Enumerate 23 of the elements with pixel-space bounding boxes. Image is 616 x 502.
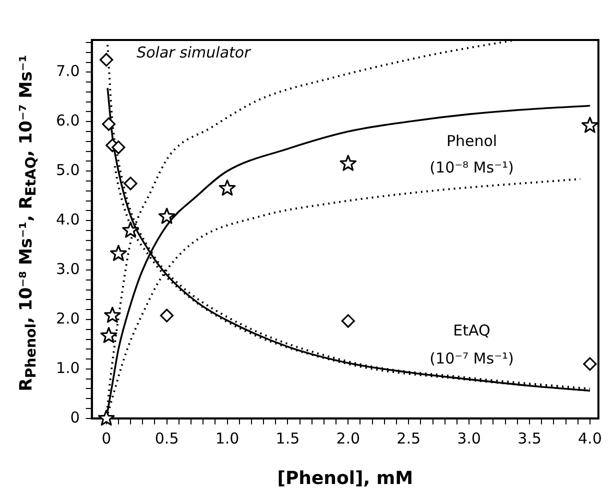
annotation: (10⁻⁷ Ms⁻¹) [430, 350, 514, 368]
annotation: Phenol [446, 132, 498, 150]
x-tick-label: 2.5 [396, 429, 421, 448]
x-tick-label: 0.5 [154, 429, 179, 448]
x-tick-label: 0 [102, 429, 112, 448]
y-tick-label: 0 [70, 408, 80, 426]
x-tick-label: 1.5 [276, 429, 300, 448]
x-tick-label: 3.0 [457, 429, 481, 448]
chart-title: Solar simulator [136, 43, 252, 62]
y-tick-label: 3.0 [56, 260, 80, 278]
annotation: EtAQ [453, 321, 490, 340]
y-tick-label: 1.0 [56, 358, 80, 377]
x-tick-label: 4.0 [578, 429, 602, 448]
y-tick-label: 5.0 [56, 160, 80, 179]
y-tick-label: 7.0 [56, 62, 80, 80]
x-tick-label: 2.0 [336, 429, 360, 448]
y-tick-label: 6.0 [56, 112, 80, 130]
y-tick-label: 2.0 [56, 309, 80, 328]
x-tick-label: 1.0 [215, 429, 240, 448]
x-axis-title: [Phenol], mM [277, 468, 414, 489]
annotation: (10⁻⁸ Ms⁻¹) [430, 158, 514, 177]
x-tick-label: 3.5 [518, 429, 542, 448]
y-tick-label: 4.0 [56, 210, 80, 228]
